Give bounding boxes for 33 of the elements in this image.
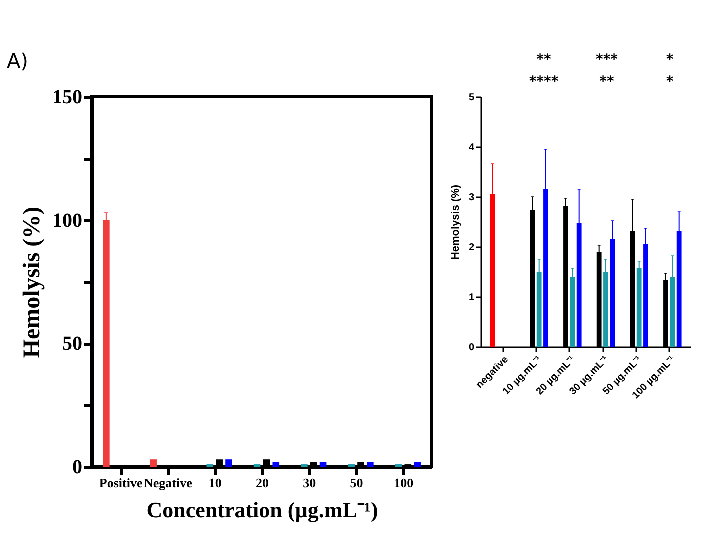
x-tick-label: 10 [208,476,222,490]
bar [226,460,232,467]
bar [320,462,327,467]
x-tick-label: 20 [256,476,269,490]
x-axis-title: Concentration (µg.mL⁻¹) [146,498,378,522]
y-tick-label: 150 [52,86,82,108]
y-axis-title: Hemolysis (%) [20,206,46,358]
y-tick-label: 0 [468,342,475,354]
y-tick-label: 5 [468,92,475,104]
y-tick-label: 4 [468,142,475,154]
y-tick-label: 3 [468,192,475,204]
y-tick-label: 2 [468,242,475,254]
text: **** [529,74,560,90]
x-tick-label: 30 [303,476,316,490]
text: ** [600,74,615,90]
bar [272,462,280,467]
y-tick-label: 0 [72,456,82,478]
bar [414,462,421,467]
x-tick-label: 50 [350,476,364,490]
bar [150,460,157,467]
text: * [666,52,674,68]
x-tick-label: 100 [394,476,414,490]
text: A) [7,49,28,73]
y-axis-title: Hemolysis (%) [450,184,462,260]
y-tick-label: 50 [62,333,82,356]
x-tick-label: Negative [144,476,193,490]
y-tick-label: 1 [468,292,475,304]
y-tick-label: 100 [52,210,82,232]
x-tick-label: Positive [99,476,143,490]
text: * [666,74,674,90]
text: *** [596,52,619,68]
text: ** [536,52,552,68]
bar [367,462,374,467]
